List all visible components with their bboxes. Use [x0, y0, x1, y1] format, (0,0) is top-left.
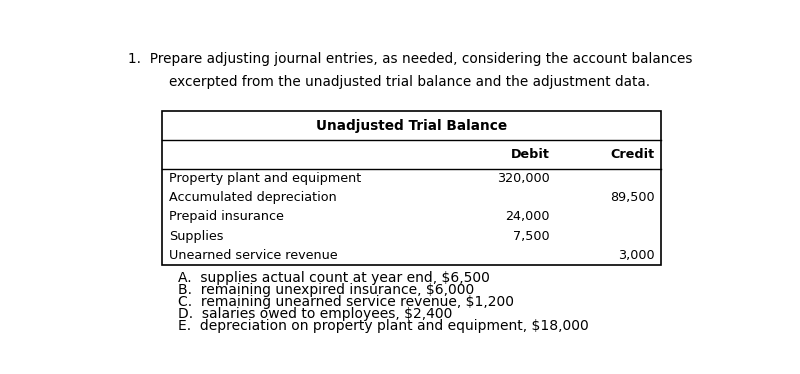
Text: A.  supplies actual count at year end, $6,500: A. supplies actual count at year end, $6…	[178, 271, 490, 285]
Text: E.  depreciation on property plant and equipment, $18,000: E. depreciation on property plant and eq…	[178, 319, 588, 333]
Text: Credit: Credit	[610, 148, 655, 161]
Text: excerpted from the unadjusted trial balance and the adjustment data.: excerpted from the unadjusted trial bala…	[170, 75, 650, 89]
Text: Prepaid insurance: Prepaid insurance	[170, 211, 284, 223]
Text: 7,500: 7,500	[513, 230, 550, 243]
Text: Supplies: Supplies	[170, 230, 224, 243]
Text: 1.  Prepare adjusting journal entries, as needed, considering the account balanc: 1. Prepare adjusting journal entries, as…	[128, 52, 692, 66]
Text: C.  remaining unearned service revenue, $1,200: C. remaining unearned service revenue, $…	[178, 295, 514, 309]
Text: Debit: Debit	[510, 148, 550, 161]
Text: B.  remaining unexpired insurance, $6,000: B. remaining unexpired insurance, $6,000	[178, 283, 474, 297]
Text: D.  salaries owed to employees, $2,400: D. salaries owed to employees, $2,400	[178, 307, 452, 321]
Text: 24,000: 24,000	[505, 211, 550, 223]
Text: 320,000: 320,000	[497, 172, 550, 185]
Text: Property plant and equipment: Property plant and equipment	[170, 172, 362, 185]
Text: 89,500: 89,500	[610, 191, 655, 204]
Text: Accumulated depreciation: Accumulated depreciation	[170, 191, 337, 204]
Bar	[162, 111, 661, 265]
Text: Unadjusted Trial Balance: Unadjusted Trial Balance	[316, 119, 507, 132]
Text: 3,000: 3,000	[618, 249, 655, 262]
Text: Unearned service revenue: Unearned service revenue	[170, 249, 338, 262]
